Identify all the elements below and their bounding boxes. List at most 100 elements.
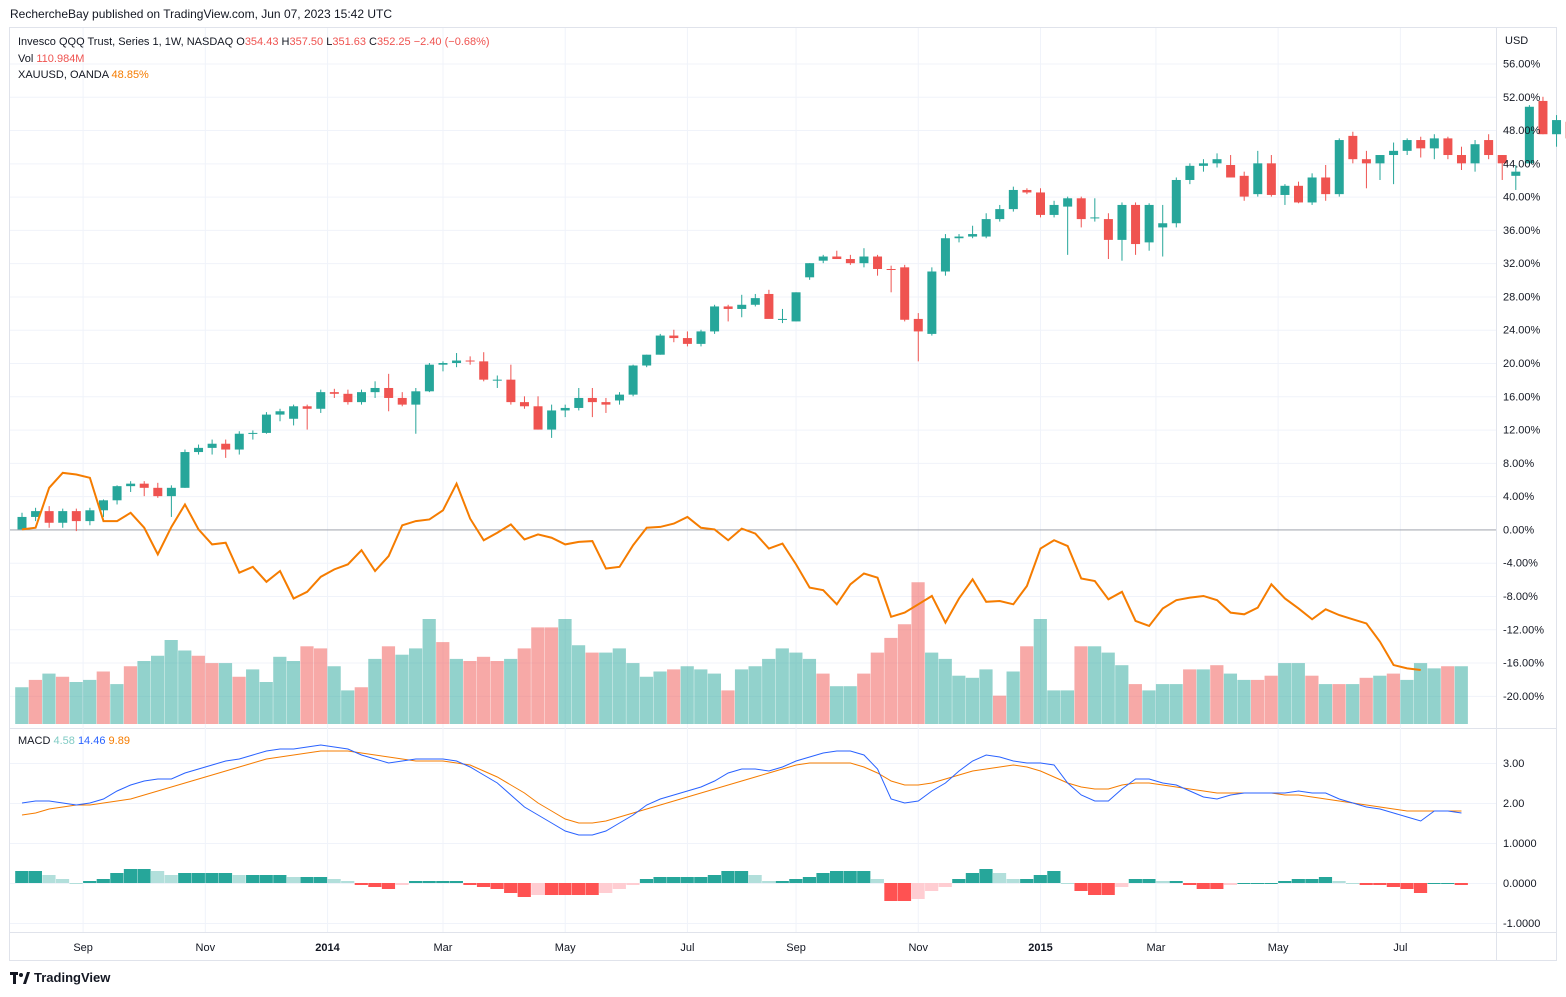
volume-bar <box>1223 673 1238 724</box>
volume-bar <box>55 676 70 724</box>
macd-histogram-bar <box>707 875 721 883</box>
candle-body <box>139 483 149 488</box>
candle-body <box>655 335 665 355</box>
time-tick-label: Sep <box>73 942 93 954</box>
macd-histogram-bar <box>965 873 979 883</box>
symbol-legend[interactable]: Invesco QQQ Trust, Series 1, 1W, NASDAQ … <box>18 36 490 48</box>
volume-bar <box>246 669 260 724</box>
open-value: 354.43 <box>244 36 279 48</box>
candlesticks[interactable] <box>17 96 1566 532</box>
candle-body <box>1171 179 1181 224</box>
volume-bar <box>1250 679 1265 724</box>
volume-bar <box>1047 690 1061 724</box>
volume-bar <box>1318 684 1333 724</box>
volume-bar <box>110 684 124 724</box>
candle-body <box>818 256 828 261</box>
candle-body <box>1456 155 1466 164</box>
macd-histogram-bar <box>164 875 178 883</box>
volume-bar <box>775 648 789 724</box>
macd-histogram-bar <box>979 869 993 883</box>
candle-body <box>1361 159 1371 164</box>
macd-histogram-bar <box>992 873 1007 883</box>
volume-bar <box>1060 690 1075 724</box>
macd-histogram-bar <box>151 871 165 883</box>
macd-histogram-bar <box>1346 883 1360 884</box>
candle-body <box>845 259 855 264</box>
candle-body <box>737 304 747 309</box>
macd-signal-line <box>21 750 1462 824</box>
candle-body <box>1307 177 1317 203</box>
volume-bar <box>137 661 151 724</box>
candle-body <box>1185 165 1195 180</box>
candle-body <box>465 360 475 362</box>
volume-bar <box>178 650 192 724</box>
volume-bar <box>1400 679 1414 724</box>
candle-body <box>1416 140 1426 149</box>
macd-histogram-bar <box>476 883 491 887</box>
volume-bar <box>843 686 857 724</box>
candle-body <box>1253 163 1263 195</box>
volume-bar <box>680 666 694 724</box>
candle-body <box>615 394 625 401</box>
candle-body <box>954 236 964 239</box>
macd-histogram-bar <box>1169 881 1183 883</box>
brand-name: TradingView <box>34 970 111 985</box>
macd-histogram-bar <box>599 883 613 893</box>
tradingview-brand[interactable]: TradingView <box>10 970 110 985</box>
candle-body <box>1144 204 1154 243</box>
candle-body <box>1321 177 1331 195</box>
macd-histogram-bar <box>1278 881 1292 883</box>
macd-histogram-bar <box>639 879 654 883</box>
macd-histogram-bar <box>1155 881 1170 883</box>
compare-value: 48.85% <box>111 69 149 81</box>
macd-histogram-bar <box>1332 881 1346 883</box>
volume-bar <box>1237 679 1251 724</box>
macd-histogram-bar <box>395 883 409 885</box>
change-value: −2.40 (−0.68%) <box>413 36 490 48</box>
volume-bar <box>694 669 708 724</box>
volume-bar <box>1020 646 1034 724</box>
macd-signal-value: 9.89 <box>108 735 130 747</box>
candle-body <box>31 511 41 517</box>
macd-histogram-bar <box>1006 879 1020 883</box>
macd-axis-labels[interactable]: 3.00 2.00 1.0000 0.0000 -1.0000 <box>1503 758 1540 930</box>
candle-body <box>723 306 733 309</box>
price-tick-label: 48.00% <box>1503 125 1541 137</box>
candle-body <box>927 271 937 334</box>
volume-bar <box>1359 677 1373 724</box>
compare-legend[interactable]: XAUUSD, OANDA 48.85% <box>18 69 149 81</box>
time-tick-label: Nov <box>196 942 216 954</box>
volume-bar <box>721 690 735 724</box>
volume-bar <box>992 695 1007 724</box>
macd-histogram-bar <box>558 883 572 895</box>
candle-body <box>153 487 163 497</box>
candle-body <box>995 209 1005 220</box>
macd-legend[interactable]: MACD 4.58 14.46 9.89 <box>18 735 130 747</box>
macd-histogram-bar <box>1413 883 1428 893</box>
volume-bar <box>463 661 477 724</box>
macd-histogram-bar <box>1033 875 1047 883</box>
macd-histogram-bar <box>123 869 138 883</box>
candle-body <box>1334 140 1344 195</box>
low-value: 351.63 <box>332 36 366 48</box>
macd-histogram-bar <box>137 869 151 883</box>
price-tick-label: 24.00% <box>1503 325 1541 337</box>
time-tick-label: Nov <box>908 942 928 954</box>
candle-body <box>194 447 204 453</box>
macd-histogram-bar <box>409 881 423 883</box>
macd-histogram-bar <box>680 877 694 883</box>
volume-bar <box>531 627 545 724</box>
macd-histogram-bar <box>246 875 260 883</box>
price-axis-labels[interactable]: 56.00% 52.00% 48.00% 44.00% 40.00% 36.00% 32.0… <box>1503 59 1544 703</box>
candle-body <box>166 487 176 497</box>
macd-tick-label: 1.0000 <box>1503 838 1537 850</box>
volume-bar <box>1332 684 1346 724</box>
volume-legend[interactable]: Vol 110.984M <box>18 53 84 65</box>
candle-body <box>533 406 543 430</box>
macd-histogram-bar <box>300 877 314 883</box>
volume-bar <box>979 669 993 724</box>
time-axis-labels[interactable]: Sep Nov 2014 Mar May Jul Sep Nov 2015 Mar May Jul <box>73 942 1407 954</box>
currency-label: USD <box>1505 35 1528 47</box>
macd-histogram-bar <box>259 875 273 883</box>
